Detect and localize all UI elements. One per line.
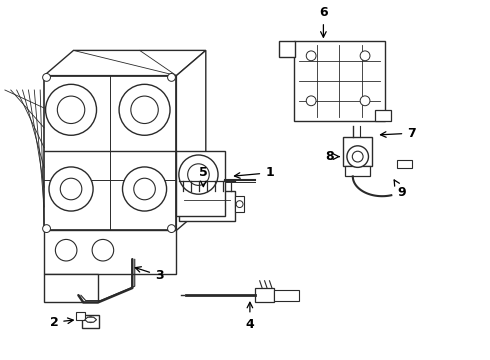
Circle shape <box>122 167 167 211</box>
Bar <box>375 110 391 121</box>
Circle shape <box>188 164 209 185</box>
Circle shape <box>360 96 370 106</box>
Circle shape <box>352 151 363 162</box>
Circle shape <box>55 239 77 261</box>
Bar <box>179 191 235 221</box>
Bar <box>294 41 385 121</box>
Polygon shape <box>44 230 176 274</box>
Circle shape <box>347 146 368 167</box>
Bar <box>397 160 412 168</box>
Text: 6: 6 <box>319 6 328 37</box>
Bar <box>255 288 274 302</box>
Circle shape <box>131 96 158 123</box>
Circle shape <box>134 178 155 200</box>
Text: 7: 7 <box>381 127 416 140</box>
Polygon shape <box>44 50 206 76</box>
Bar <box>279 41 295 57</box>
Bar <box>343 137 372 166</box>
Circle shape <box>92 239 114 261</box>
Circle shape <box>168 225 175 233</box>
Circle shape <box>49 167 93 211</box>
Text: 1: 1 <box>234 166 274 179</box>
Circle shape <box>43 73 50 81</box>
Text: 3: 3 <box>135 267 164 282</box>
Bar <box>76 312 85 320</box>
Bar <box>235 196 244 212</box>
Circle shape <box>236 201 243 208</box>
Polygon shape <box>44 274 98 302</box>
Text: 8: 8 <box>325 150 340 163</box>
Polygon shape <box>44 76 176 230</box>
Text: 2: 2 <box>49 316 74 329</box>
Bar <box>274 290 299 301</box>
Circle shape <box>60 178 82 200</box>
Circle shape <box>88 317 94 323</box>
Circle shape <box>46 84 97 135</box>
Circle shape <box>306 51 316 61</box>
Bar <box>345 166 370 176</box>
Circle shape <box>179 155 218 194</box>
Text: 5: 5 <box>199 166 208 186</box>
Circle shape <box>119 84 170 135</box>
Polygon shape <box>176 151 225 216</box>
Polygon shape <box>85 317 97 322</box>
Polygon shape <box>176 50 206 230</box>
Circle shape <box>360 51 370 61</box>
Text: 4: 4 <box>245 302 254 330</box>
Circle shape <box>43 225 50 233</box>
Circle shape <box>57 96 85 123</box>
Circle shape <box>168 73 175 81</box>
Text: 9: 9 <box>394 180 406 199</box>
Bar <box>82 315 99 328</box>
Circle shape <box>306 96 316 106</box>
